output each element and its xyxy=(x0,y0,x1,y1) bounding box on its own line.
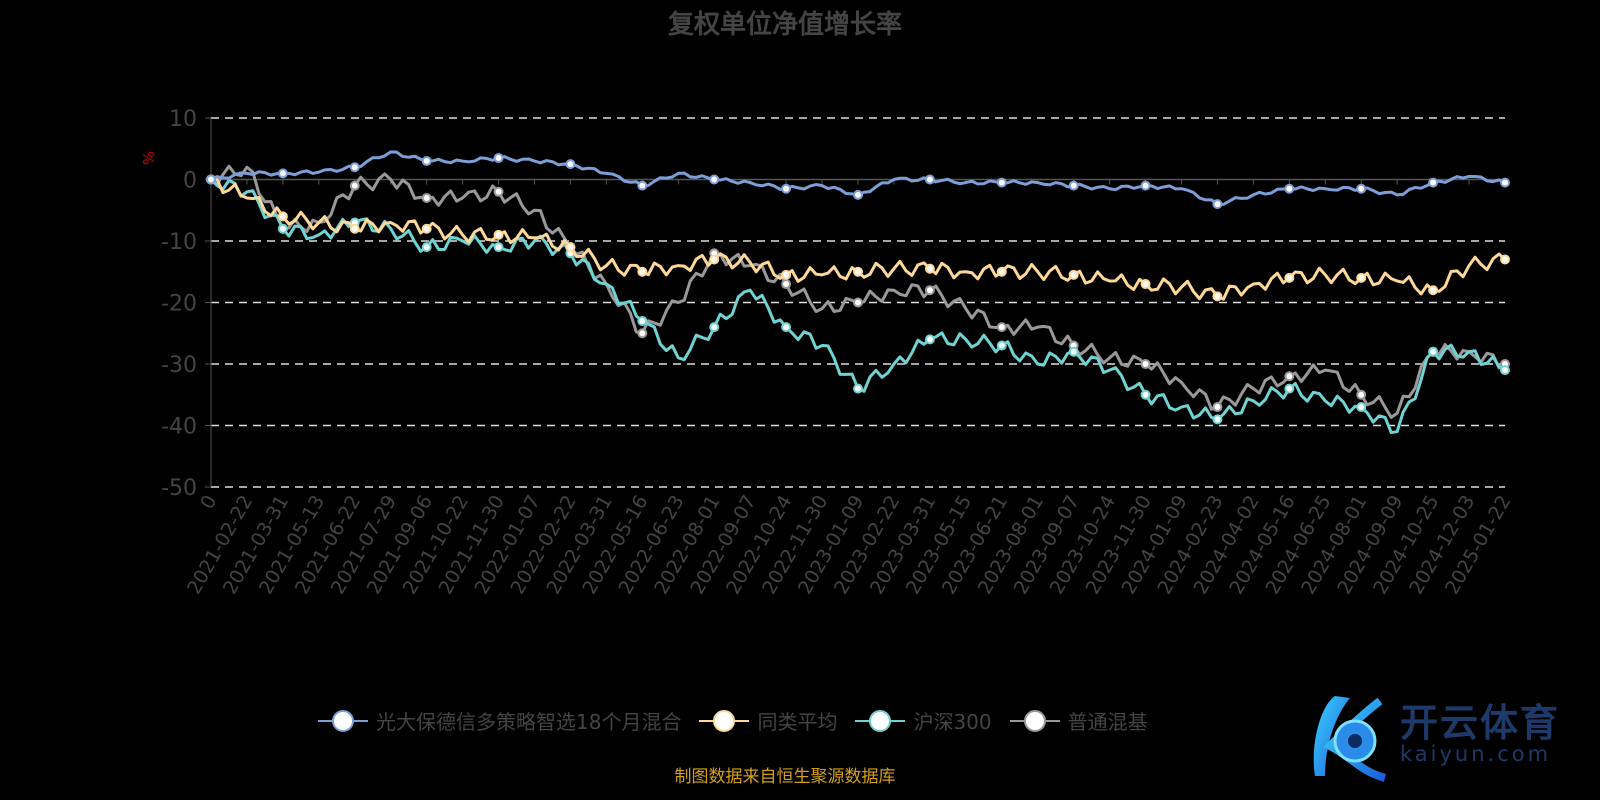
data-point xyxy=(781,279,792,290)
data-point xyxy=(206,174,216,185)
data-point xyxy=(493,229,504,240)
data-point xyxy=(1428,177,1439,188)
data-point xyxy=(996,322,1007,333)
data-point xyxy=(924,263,935,274)
legend-item[interactable]: 普通混基 xyxy=(1009,706,1148,735)
legend-label: 同类平均 xyxy=(757,710,838,734)
chart-title: 复权单位净值增长率 xyxy=(667,10,902,40)
legend-marker-icon xyxy=(1009,709,1060,732)
data-point xyxy=(1068,180,1079,191)
data-point xyxy=(637,180,648,191)
x-tick-label: 0 xyxy=(196,492,221,513)
data-source-note: 制图数据来自恒生聚源数据库 xyxy=(674,767,896,787)
data-point xyxy=(1284,272,1295,283)
data-point xyxy=(637,315,648,326)
data-point xyxy=(1428,285,1439,296)
watermark-name: 开云体育 xyxy=(1400,701,1561,745)
data-point xyxy=(1500,365,1510,376)
y-tick-label: 10 xyxy=(169,107,197,132)
legend-label: 光大保德信多策略智选18个月混合 xyxy=(376,710,682,734)
data-point xyxy=(493,186,504,197)
data-point xyxy=(1140,279,1151,290)
data-point xyxy=(1068,346,1079,357)
legend-marker-icon xyxy=(318,709,368,732)
data-point xyxy=(1356,183,1367,194)
data-point xyxy=(1356,272,1367,283)
data-point xyxy=(1500,254,1510,265)
data-point xyxy=(1356,402,1367,413)
data-point xyxy=(1212,402,1223,413)
data-point xyxy=(853,189,863,200)
y-tick-label: -40 xyxy=(161,415,197,440)
legend-label: 沪深300 xyxy=(913,710,992,734)
data-point xyxy=(1356,389,1367,400)
data-point xyxy=(924,334,935,345)
data-point xyxy=(853,266,863,277)
data-point xyxy=(421,242,432,253)
legend: 光大保德信多策略智选18个月混合 同类平均 沪深300 普通混基 xyxy=(318,706,1166,735)
line-chart: 100-10-20-30-40-50%02021-02-222021-03-31… xyxy=(140,107,1515,598)
data-point xyxy=(709,322,720,333)
data-point xyxy=(1140,180,1151,191)
data-point xyxy=(637,266,648,277)
data-point xyxy=(709,254,720,265)
data-point xyxy=(1212,291,1223,302)
data-point xyxy=(996,340,1007,351)
data-point xyxy=(349,162,360,173)
data-point xyxy=(349,180,360,191)
data-point xyxy=(277,223,288,234)
data-point xyxy=(853,297,863,308)
legend-item[interactable]: 光大保德信多策略智选18个月混合 xyxy=(318,706,681,735)
data-point xyxy=(1284,383,1295,394)
data-point xyxy=(781,269,792,280)
data-point xyxy=(853,383,863,394)
y-tick-label: -20 xyxy=(161,292,197,317)
data-point xyxy=(1284,183,1295,194)
data-point xyxy=(1140,389,1151,400)
data-point xyxy=(1068,269,1079,280)
legend-item[interactable]: 沪深300 xyxy=(855,706,992,735)
y-tick-label: -30 xyxy=(161,353,197,378)
data-point xyxy=(1428,346,1439,357)
legend-marker-icon xyxy=(699,709,750,732)
y-axis-label: % xyxy=(140,151,158,165)
data-point xyxy=(1212,199,1223,210)
y-tick-label: 0 xyxy=(183,169,197,194)
series-line-3 xyxy=(210,164,1506,419)
legend-item[interactable]: 同类平均 xyxy=(699,706,837,735)
data-point xyxy=(349,223,360,234)
data-point xyxy=(1500,177,1510,188)
data-point xyxy=(421,192,432,203)
data-point xyxy=(996,266,1007,277)
data-point xyxy=(709,174,720,185)
data-point xyxy=(781,322,792,333)
data-point xyxy=(781,183,792,194)
data-point xyxy=(637,328,648,339)
kaiyun-logo-icon xyxy=(1313,696,1387,782)
y-tick-label: -50 xyxy=(161,476,197,501)
y-tick-label: -10 xyxy=(161,230,197,255)
data-point xyxy=(1284,371,1295,382)
data-point xyxy=(493,152,504,163)
data-point xyxy=(924,285,935,296)
watermark-url: kaiyun.com xyxy=(1400,742,1552,766)
data-point xyxy=(421,223,432,234)
data-point xyxy=(996,177,1007,188)
data-point xyxy=(493,242,504,253)
legend-label: 普通混基 xyxy=(1067,710,1148,734)
legend-marker-icon xyxy=(855,709,906,732)
data-point xyxy=(1140,359,1151,369)
data-point xyxy=(277,168,288,179)
data-point xyxy=(421,156,432,167)
data-point xyxy=(565,159,576,170)
data-point xyxy=(277,211,288,222)
data-point xyxy=(1212,414,1223,425)
data-point xyxy=(924,174,935,185)
data-point xyxy=(565,242,576,253)
